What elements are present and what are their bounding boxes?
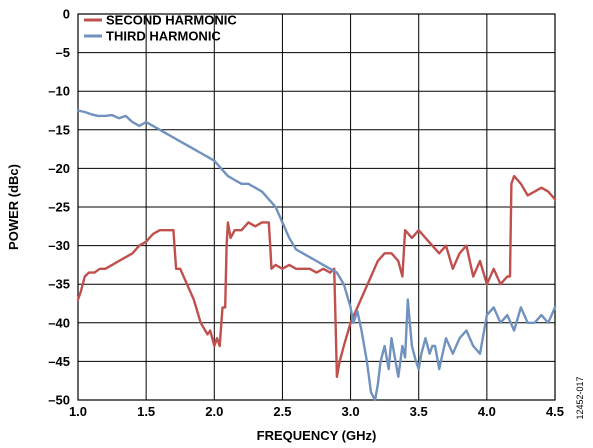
y-tick-label: –45	[48, 354, 70, 369]
x-tick-labels: 1.0 1.5 2.0 2.5 3.0 3.5 4.0 4.5	[69, 404, 564, 419]
y-tick-label: –40	[48, 315, 70, 330]
x-tick-label: 2.0	[205, 404, 223, 419]
x-tick-label: 1.5	[137, 404, 155, 419]
y-tick-label: –10	[48, 84, 70, 99]
plot-frame	[77, 13, 556, 401]
x-tick-label: 4.5	[546, 404, 564, 419]
series-layer	[76, 109, 557, 402]
x-tick-label: 2.5	[273, 404, 291, 419]
y-tick-label: –20	[48, 161, 70, 176]
x-axis-title: FREQUENCY (GHz)	[257, 428, 377, 443]
figure-id: 12452-017	[575, 376, 585, 419]
x-tick-label: 3.0	[342, 404, 360, 419]
x-tick-label: 3.5	[410, 404, 428, 419]
y-tick-label: –50	[48, 393, 70, 408]
series-line-third-harmonic	[76, 109, 557, 402]
x-tick-label: 1.0	[69, 404, 87, 419]
y-tick-label: –5	[56, 45, 70, 60]
legend-label: SECOND HARMONIC	[106, 13, 237, 28]
x-tick-label: 4.0	[478, 404, 496, 419]
y-tick-label: 0	[63, 7, 70, 22]
y-tick-label: –25	[48, 200, 70, 215]
y-tick-label: –15	[48, 122, 70, 137]
series-line-second-harmonic	[76, 174, 557, 378]
y-tick-labels: 0 –5 –10 –15 –20 –25 –30 –35 –40 –45 –50	[48, 7, 70, 408]
y-tick-label: –30	[48, 238, 70, 253]
legend-label: THIRD HARMONIC	[106, 29, 221, 44]
y-tick-label: –35	[48, 277, 70, 292]
y-axis-title: POWER (dBc)	[6, 164, 21, 250]
